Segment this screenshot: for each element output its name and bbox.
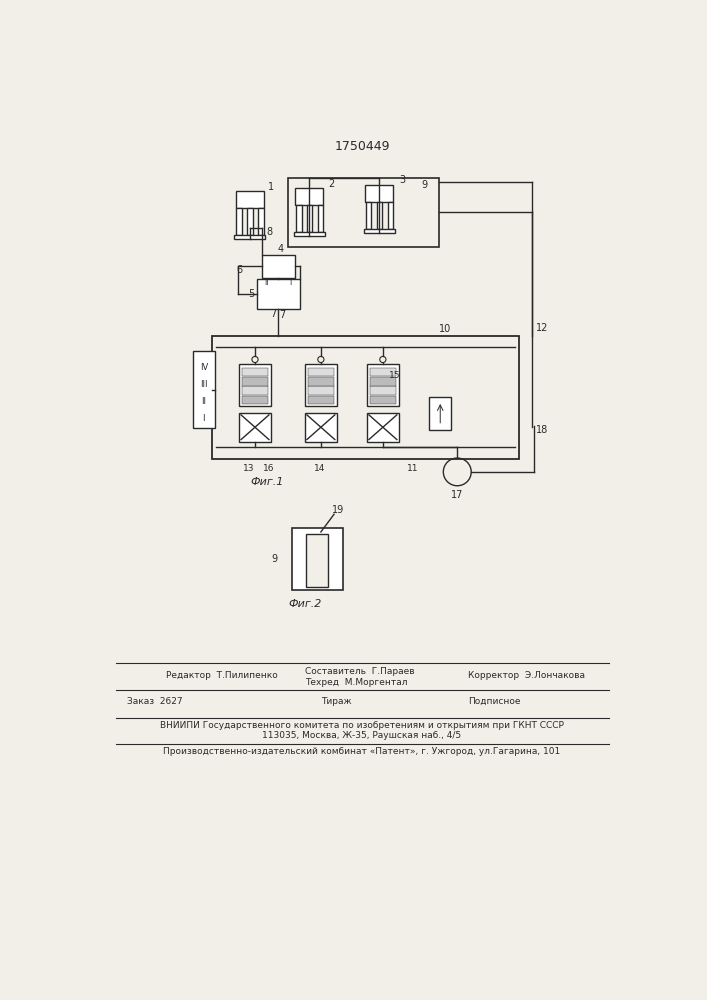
Bar xyxy=(308,368,334,376)
Text: Составитель  Г.Параев: Составитель Г.Параев xyxy=(305,667,415,676)
Bar xyxy=(242,368,268,376)
Text: I: I xyxy=(288,278,291,287)
Text: 5: 5 xyxy=(248,289,255,299)
Text: Фиг.1: Фиг.1 xyxy=(250,477,284,487)
Bar xyxy=(242,396,268,404)
Text: 113035, Москва, Ж-35, Раушская наб., 4/5: 113035, Москва, Ж-35, Раушская наб., 4/5 xyxy=(262,731,462,740)
Bar xyxy=(296,188,323,205)
Bar xyxy=(365,185,393,202)
Bar xyxy=(370,377,396,386)
Text: 7: 7 xyxy=(269,309,276,319)
Bar xyxy=(370,386,396,395)
Text: 19: 19 xyxy=(332,505,344,515)
Text: 14: 14 xyxy=(314,464,325,473)
Bar xyxy=(367,364,399,406)
Bar xyxy=(242,386,268,395)
Text: 2: 2 xyxy=(328,179,334,189)
Bar xyxy=(288,178,438,247)
Bar xyxy=(292,528,343,590)
Bar xyxy=(305,413,337,442)
Text: 12: 12 xyxy=(536,323,548,333)
Text: 4: 4 xyxy=(278,244,284,254)
Bar xyxy=(239,364,271,406)
Bar xyxy=(193,351,215,428)
Text: 10: 10 xyxy=(439,324,451,334)
Bar xyxy=(366,202,371,229)
Text: 11: 11 xyxy=(407,464,418,473)
Bar xyxy=(239,413,271,442)
Bar xyxy=(370,368,396,376)
Bar xyxy=(363,229,395,233)
Text: 9: 9 xyxy=(271,554,277,564)
Text: Заказ  2627: Заказ 2627 xyxy=(127,697,182,706)
Text: 17: 17 xyxy=(451,490,464,500)
Text: 9: 9 xyxy=(421,180,428,190)
Text: 1: 1 xyxy=(268,182,274,192)
Text: 8: 8 xyxy=(266,227,272,237)
Bar xyxy=(387,202,393,229)
Text: I: I xyxy=(203,414,205,423)
Text: 6: 6 xyxy=(236,265,243,275)
Text: Производственно-издательский комбинат «Патент», г. Ужгород, ул.Гагарина, 101: Производственно-издательский комбинат «П… xyxy=(163,747,561,756)
Text: II: II xyxy=(264,278,269,287)
Text: 15: 15 xyxy=(389,371,400,380)
Bar xyxy=(258,208,264,235)
Text: Фиг.2: Фиг.2 xyxy=(288,599,322,609)
Bar xyxy=(262,255,295,278)
Bar xyxy=(308,396,334,404)
Text: Редактор  Т.Пилипенко: Редактор Т.Пилипенко xyxy=(166,671,278,680)
Bar xyxy=(307,205,312,232)
Polygon shape xyxy=(264,256,279,276)
Bar xyxy=(247,208,252,235)
Bar xyxy=(370,396,396,404)
Text: Техред  М.Моргентал: Техред М.Моргентал xyxy=(305,678,408,687)
Bar xyxy=(296,205,301,232)
Bar xyxy=(429,397,451,430)
Bar xyxy=(235,191,264,208)
Polygon shape xyxy=(279,256,293,276)
Text: Корректор  Э.Лончакова: Корректор Э.Лончакова xyxy=(468,671,585,680)
Text: II: II xyxy=(201,397,206,406)
Text: III: III xyxy=(200,380,208,389)
Bar xyxy=(306,534,328,587)
Bar xyxy=(236,208,242,235)
Bar xyxy=(293,232,325,235)
Text: 18: 18 xyxy=(536,425,548,435)
Text: 1750449: 1750449 xyxy=(334,140,390,153)
Text: 7: 7 xyxy=(279,310,285,320)
Bar xyxy=(308,386,334,395)
Bar xyxy=(234,235,265,239)
Text: Тираж: Тираж xyxy=(321,697,351,706)
Text: IV: IV xyxy=(199,363,208,372)
Text: 3: 3 xyxy=(399,175,405,185)
Text: 16: 16 xyxy=(263,464,275,473)
Bar xyxy=(257,279,300,309)
Bar xyxy=(377,202,382,229)
Bar xyxy=(308,377,334,386)
Bar xyxy=(317,205,323,232)
Text: ВНИИПИ Государственного комитета по изобретениям и открытиям при ГКНТ СССР: ВНИИПИ Государственного комитета по изоб… xyxy=(160,721,564,730)
Text: 13: 13 xyxy=(243,464,255,473)
Bar xyxy=(305,364,337,406)
Text: Подписное: Подписное xyxy=(468,697,520,706)
Bar xyxy=(212,336,518,459)
Bar xyxy=(367,413,399,442)
Bar xyxy=(242,377,268,386)
